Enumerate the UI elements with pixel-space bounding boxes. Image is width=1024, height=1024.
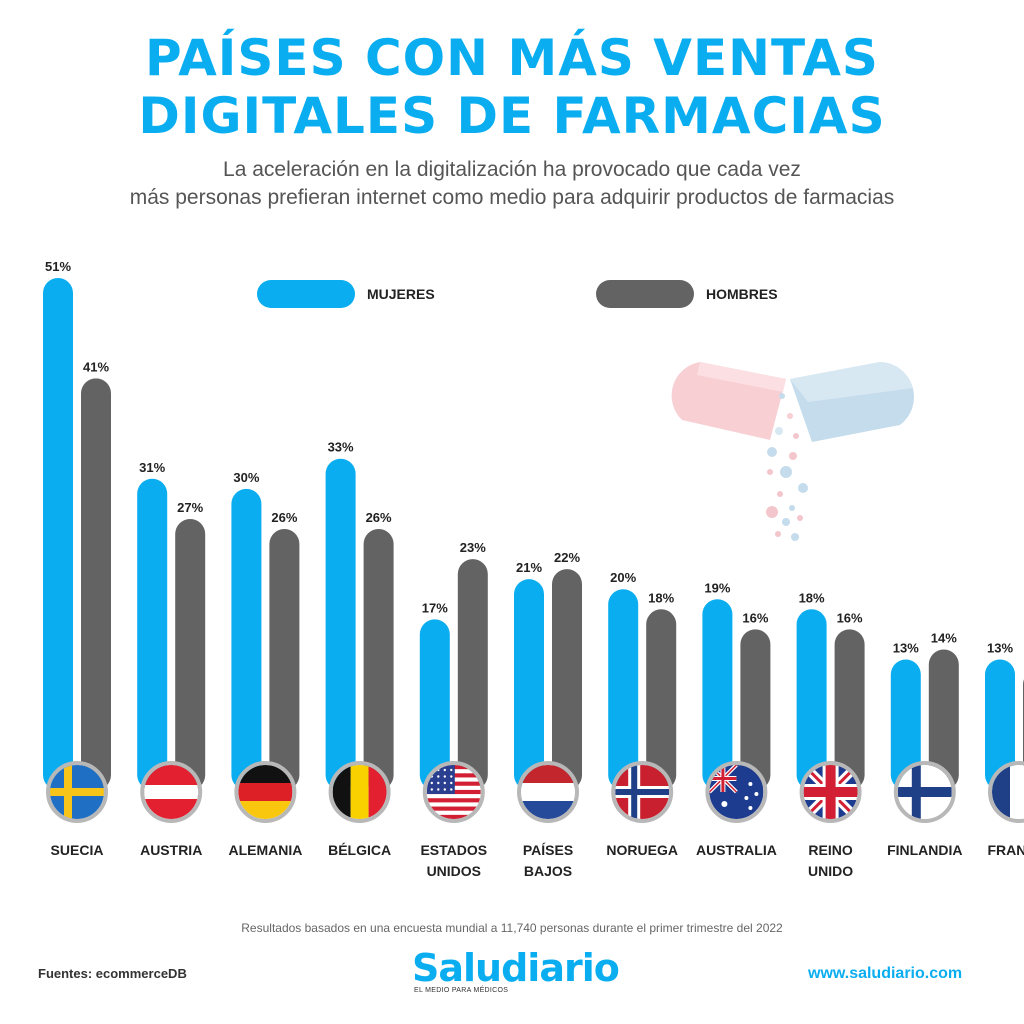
flag-usa-icon <box>422 761 485 823</box>
bar-women-4 <box>419 619 450 790</box>
bar-women-6 <box>608 589 639 790</box>
subtitle-line-1: La aceleración en la digitalización ha p… <box>223 158 801 181</box>
data-label-men-2: 26% <box>271 510 297 525</box>
bar-women-5 <box>514 579 544 790</box>
data-label-women-3: 33% <box>328 440 354 455</box>
category-label-2: ALEMANIA <box>228 842 302 858</box>
legend-label-men: HOMBRES <box>706 286 778 302</box>
data-label-men-0: 41% <box>83 359 109 374</box>
flag-sweden-icon <box>46 761 108 823</box>
bar-women-0 <box>43 278 73 790</box>
chart-title-line-1: PAÍSES CON MÁS VENTAS <box>145 29 879 87</box>
flag-australia-icon <box>705 761 768 823</box>
chart-title-line-2: DIGITALES DE FARMACIAS <box>138 87 886 145</box>
category-label-7: AUSTRALIA <box>696 842 777 858</box>
bar-men-2 <box>269 528 300 790</box>
data-label-men-6: 18% <box>648 590 674 605</box>
flag-belgium-icon <box>328 761 391 823</box>
legend-label-women: MUJERES <box>367 286 435 302</box>
data-label-men-5: 22% <box>554 550 580 565</box>
data-label-men-4: 23% <box>460 540 486 555</box>
bar-women-3 <box>325 458 356 790</box>
bar-men-4 <box>457 559 488 790</box>
bar-men-1 <box>175 518 206 790</box>
legend-swatch-men <box>596 280 694 308</box>
data-label-men-7: 16% <box>742 610 768 625</box>
flag-austria-icon <box>140 761 203 823</box>
flag-norway-icon <box>611 761 674 823</box>
bar-men-8 <box>834 629 865 790</box>
flag-france-icon <box>988 761 1024 823</box>
bar-men-9 <box>928 649 959 790</box>
bar-men-3 <box>363 528 394 790</box>
category-label-5: PAÍSES BAJOS <box>523 842 573 879</box>
category-label-0: SUECIA <box>51 842 104 858</box>
data-label-women-6: 20% <box>610 570 636 585</box>
data-label-men-1: 27% <box>177 500 203 515</box>
bar-women-9 <box>890 659 921 790</box>
bar-women-8 <box>796 609 827 790</box>
bar-women-1 <box>137 478 168 790</box>
data-label-women-10: 13% <box>987 640 1013 655</box>
bar-women-7 <box>702 599 733 790</box>
legend-swatch-women <box>257 280 355 308</box>
category-label-10: FRANCIA <box>988 842 1024 858</box>
data-label-men-8: 16% <box>837 610 863 625</box>
flag-finland-icon <box>893 761 956 823</box>
data-label-women-4: 17% <box>422 600 448 615</box>
data-label-women-0: 51% <box>45 259 71 274</box>
data-label-women-2: 30% <box>233 470 259 485</box>
website-link[interactable]: www.saludiario.com <box>808 965 963 982</box>
data-label-men-3: 26% <box>366 510 392 525</box>
flag-germany-icon <box>234 761 297 823</box>
category-label-8: REINO UNIDO <box>808 842 853 879</box>
category-label-4: ESTADOS UNIDOS <box>420 842 487 879</box>
sources-text: Fuentes: ecommerceDB <box>38 966 187 981</box>
category-label-6: NORUEGA <box>606 842 678 858</box>
data-label-women-7: 19% <box>704 580 730 595</box>
data-label-women-8: 18% <box>799 590 825 605</box>
data-label-men-9: 14% <box>931 630 957 645</box>
bar-men-5 <box>552 569 582 790</box>
category-label-1: AUSTRIA <box>140 842 202 858</box>
bar-men-7 <box>740 629 771 790</box>
category-label-9: FINLANDIA <box>887 842 962 858</box>
data-label-women-5: 21% <box>516 560 542 575</box>
bar-women-2 <box>231 488 262 790</box>
bar-women-10 <box>985 659 1015 790</box>
flag-uk-icon <box>799 761 862 823</box>
survey-note: Resultados basados en una encuesta mundi… <box>241 921 783 935</box>
category-label-3: BÉLGICA <box>328 842 391 858</box>
bar-men-6 <box>646 609 677 790</box>
bar-men-0 <box>81 378 111 790</box>
brand-tagline: EL MEDIO PARA MÉDICOS <box>414 987 509 994</box>
subtitle-line-2: más personas prefieran internet como med… <box>129 186 895 209</box>
brand-logo: Saludiario <box>412 946 620 990</box>
pill-capsule-icon <box>671 362 915 541</box>
data-label-women-9: 13% <box>893 640 919 655</box>
data-label-women-1: 31% <box>139 460 165 475</box>
flag-netherlands-icon <box>517 761 579 823</box>
